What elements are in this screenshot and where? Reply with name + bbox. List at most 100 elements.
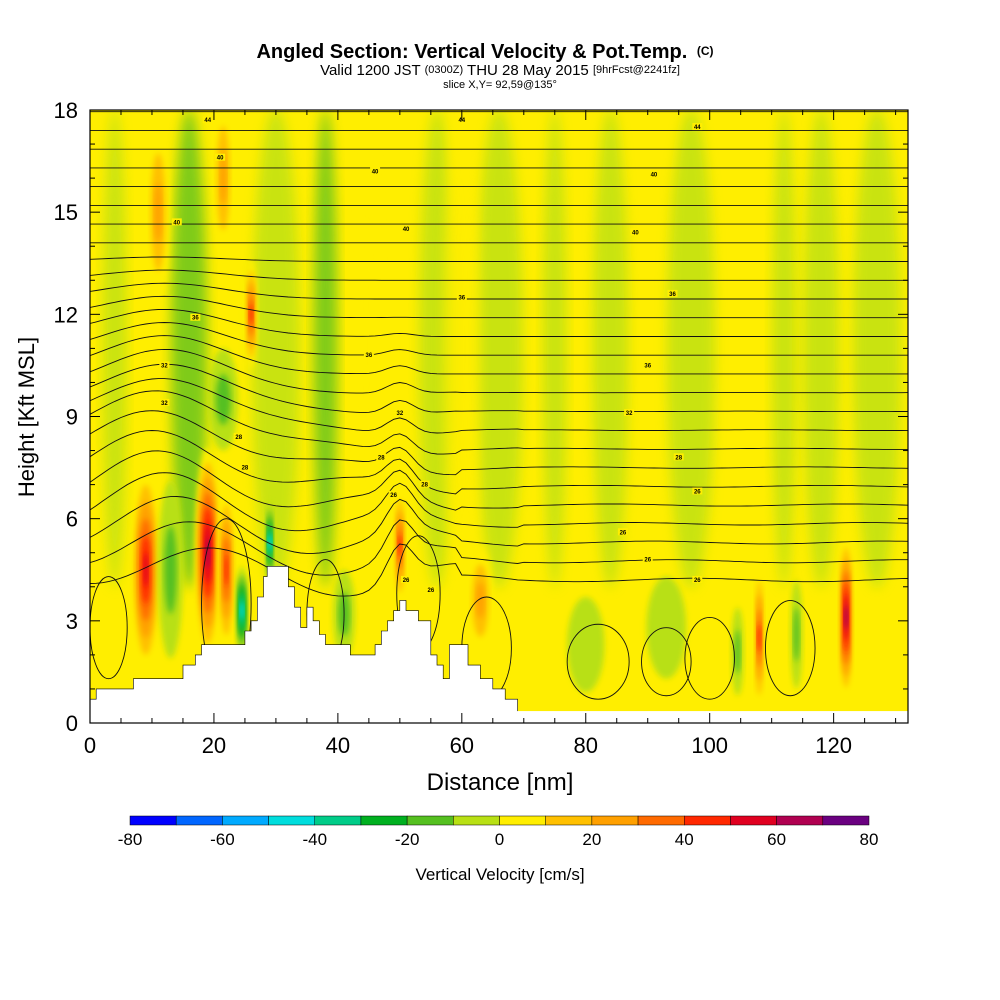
velocity-cell	[476, 582, 485, 619]
theta-contour-label: 36	[667, 289, 678, 298]
theta-contour	[90, 348, 908, 394]
svg-text:26: 26	[694, 578, 701, 584]
velocity-streak	[475, 110, 523, 589]
x-tick-label: 120	[815, 733, 852, 758]
colorbar-swatch	[360, 815, 408, 826]
velocity-streak	[592, 110, 629, 589]
velocity-cell	[154, 182, 162, 242]
theta-contour-label: 28	[233, 432, 244, 441]
theta-contour	[90, 450, 908, 511]
velocity-streak	[803, 110, 840, 589]
velocity-cell	[219, 152, 227, 205]
svg-text:44: 44	[204, 118, 211, 124]
theta-contour-label: 36	[363, 351, 374, 359]
chart-subtitle: Valid 1200 JST (0300Z) THU 28 May 2015 […	[320, 60, 680, 79]
x-tick-label: 60	[450, 733, 474, 758]
x-tick-label: 0	[84, 733, 96, 758]
theta-contour	[90, 282, 908, 300]
svg-text:26: 26	[694, 489, 701, 495]
chart-title-units: (C)	[697, 44, 714, 58]
velocity-streak	[667, 110, 716, 589]
colorbar-tick-label: -20	[395, 830, 420, 849]
theta-contour	[90, 295, 908, 319]
velocity-cell	[249, 303, 254, 326]
theta-contour-label: 26	[388, 490, 399, 499]
theta-contour-label: 32	[159, 398, 170, 407]
colorbar-tick-label: 40	[675, 830, 694, 849]
slice-label: slice X,Y= 92,59@135°	[443, 79, 557, 91]
forecast-label: [9hrFcst@2241fz]	[593, 64, 680, 76]
terrain-base	[90, 711, 908, 723]
svg-text:40: 40	[403, 227, 410, 233]
velocity-streak	[419, 110, 456, 589]
svg-text:32: 32	[161, 401, 168, 407]
theta-contour-closed	[566, 623, 630, 700]
svg-text:28: 28	[675, 455, 682, 461]
y-tick-label: 3	[66, 609, 78, 634]
theta-contour-label: 28	[419, 480, 430, 489]
velocity-streak	[171, 110, 208, 589]
colorbar: -80 -60 -40 -20 0 20 40 60 80	[118, 815, 878, 849]
theta-contour-label: 26	[401, 575, 412, 584]
velocity-streak	[356, 110, 381, 589]
velocity-cell	[239, 601, 244, 620]
theta-contour	[90, 519, 908, 576]
theta-contour	[90, 256, 908, 262]
theta-contour	[90, 335, 908, 375]
theta-contour-label: 44	[692, 123, 703, 131]
svg-text:36: 36	[458, 295, 465, 301]
theta-contour-label: 26	[617, 528, 628, 536]
colorbar-tick-label: 60	[767, 830, 786, 849]
svg-text:26: 26	[620, 530, 627, 536]
y-axis-label: Height [Kft MSL]	[14, 337, 39, 497]
theta-contours	[90, 111, 908, 700]
colorbar-swatch	[730, 815, 777, 826]
theta-contour-label: 26	[692, 575, 703, 584]
theta-contour-label: 32	[394, 409, 405, 417]
svg-text:36: 36	[644, 363, 651, 369]
colorbar-swatch	[822, 815, 870, 826]
svg-text:28: 28	[378, 455, 385, 461]
plot-area: 44 44 44 40 40 40 40 40 40 36 36 36 32 36 36 32 32 32 28 28…	[90, 110, 908, 723]
y-tick-label: 12	[54, 302, 78, 327]
theta-contour	[90, 430, 908, 495]
colorbar-tick-label: -40	[302, 830, 327, 849]
colorbar-swatch	[314, 815, 362, 826]
velocity-streak	[772, 110, 797, 589]
velocity-streak	[443, 110, 480, 589]
theta-contour-label: 44	[202, 116, 213, 124]
velocity-streak	[313, 110, 338, 589]
svg-text:28: 28	[235, 435, 242, 441]
theta-contour-label: 28	[239, 463, 250, 472]
theta-contour-label: 26	[642, 555, 653, 564]
y-tick-label: 6	[66, 507, 78, 532]
svg-text:26: 26	[390, 493, 397, 499]
colorbar-tick-label: -60	[210, 830, 235, 849]
x-axis-label: Distance [nm]	[427, 769, 574, 796]
colorbar-swatch	[129, 815, 177, 826]
theta-contour-label: 26	[425, 586, 436, 594]
colorbar-swatch	[591, 815, 639, 826]
svg-text:40: 40	[632, 231, 639, 237]
terrain-mask	[90, 566, 908, 723]
chart-title: Angled Section: Vertical Velocity & Pot.…	[256, 41, 713, 63]
x-axis: 0 20 40 60 80 100 120	[84, 110, 897, 758]
colorbar-swatch	[684, 815, 731, 826]
theta-contour-label: 40	[171, 218, 182, 226]
colorbar-swatch	[406, 815, 454, 826]
theta-contour-label: 40	[215, 153, 226, 162]
theta-contour-label: 28	[673, 453, 684, 461]
theta-contour-closed	[684, 616, 735, 700]
colorbar-swatch	[776, 815, 824, 826]
colorbar-label: Vertical Velocity [cm/s]	[415, 865, 584, 884]
theta-contour-label: 40	[401, 225, 412, 233]
svg-text:32: 32	[397, 411, 404, 417]
svg-text:36: 36	[366, 353, 373, 359]
svg-text:28: 28	[421, 483, 428, 489]
velocity-cell	[267, 534, 272, 551]
theta-contour	[90, 378, 908, 434]
velocity-cell	[757, 623, 762, 653]
valid-utc: (0300Z)	[425, 64, 464, 76]
velocity-cells	[132, 110, 854, 710]
